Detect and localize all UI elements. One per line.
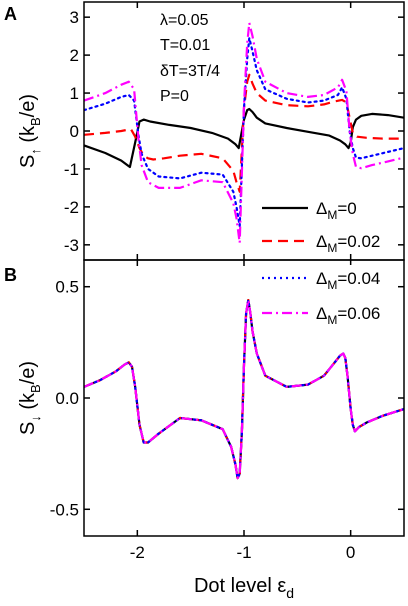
legend-label-1: ΔM=0.02 [316,232,380,255]
x-tick-label-1: -1 [236,543,251,562]
panel-a: -3 -2 -1 0 1 2 3 A λ=0.05 T=0.01 δT=3T/4 P=0 S… [4,1,405,261]
panel-a-ticks: -3 -2 -1 0 1 2 3 [64,2,404,260]
panel-b: -2 -1 0 -0.5 0.0 0.5 B S↓ (kB/e) Dot level εd [4,259,405,601]
annotation-temperature: T=0.01 [160,37,210,54]
panel-b-ticks: -2 -1 0 -0.5 0.0 0.5 [50,260,404,562]
legend-label-3: ΔM=0.06 [316,304,380,327]
panel-a-y-tick-label-4: 1 [70,84,79,103]
panel-a-y-tick-label-1: -2 [64,198,79,217]
panel-b-y-axis-label: S↓ (kB/e) [17,361,43,435]
x-tick-label-2: 0 [346,543,355,562]
x-tick-label-0: -2 [130,543,145,562]
panel-b-label: B [4,265,17,285]
annotation-polarization: P=0 [160,88,189,105]
panel-a-label: A [4,4,17,24]
panel-a-y-tick-label-3: 0 [70,122,79,141]
legend-label-0: ΔM=0 [316,199,357,222]
legend: ΔM=0 ΔM=0.02 ΔM=0.04 ΔM=0.06 [258,195,398,327]
annotation-lambda: λ=0.05 [160,12,209,29]
panel-b-y-tick-label-1: 0.0 [55,389,79,408]
panel-a-y-axis-label: S↑ (kB/e) [17,94,43,168]
legend-entry-bg-3 [258,300,398,324]
annotation-delta-t: δT=3T/4 [160,63,220,80]
panel-a-y-tick-label-2: -1 [64,160,79,179]
x-axis-label: Dot level εd [194,575,294,601]
panel-b-y-tick-label-2: 0.5 [55,278,79,297]
panel-b-y-tick-label-0: -0.5 [50,500,79,519]
panel-a-y-tick-label-0: -3 [64,236,79,255]
panel-a-y-tick-label-6: 3 [70,8,79,27]
legend-label-2: ΔM=0.04 [316,269,380,292]
panel-a-annotations: λ=0.05 T=0.01 δT=3T/4 P=0 [160,12,220,105]
panel-b-plot-area [84,299,404,480]
panel-a-y-tick-label-5: 2 [70,46,79,65]
panel-a-plot-area [84,21,404,244]
panel-a-series-line-3 [84,21,404,244]
panel-b-series-line-3 [84,299,404,480]
